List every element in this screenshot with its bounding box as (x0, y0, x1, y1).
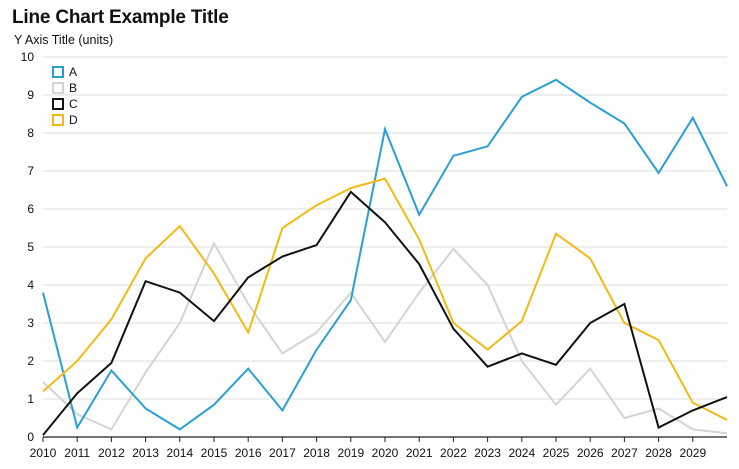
legend-label-c: C (69, 97, 78, 111)
x-tick-label: 2016 (235, 446, 262, 460)
legend-swatch-b (52, 82, 64, 94)
series-line-b (42, 240, 728, 435)
x-tick-label: 2025 (543, 446, 570, 460)
y-tick-labels: 0 1 2 3 4 5 6 7 8 9 10 (21, 50, 35, 444)
gridlines (43, 56, 727, 438)
legend-label-a: A (69, 65, 77, 79)
x-tick-label: 2028 (645, 446, 672, 460)
x-tick-label: 2010 (30, 446, 57, 460)
x-tick-label: 2012 (98, 446, 125, 460)
legend-swatch-d (52, 114, 64, 126)
legend-swatch-c (52, 98, 64, 110)
x-tick-label: 2013 (132, 446, 159, 460)
x-tick-label: 2015 (201, 446, 228, 460)
x-tick-label: 2026 (577, 446, 604, 460)
x-tick-label: 2011 (64, 446, 90, 460)
legend-label-d: D (69, 113, 78, 127)
legend-label-b: B (69, 81, 77, 95)
x-tick-label: 2024 (508, 446, 535, 460)
y-tick-label: 6 (27, 202, 34, 216)
x-tick-label: 2020 (372, 446, 399, 460)
x-tick-labels: 2010 2011 2012 2013 2014 2015 2016 2017 2018 2019… (30, 437, 706, 460)
y-tick-label: 9 (27, 88, 34, 102)
x-tick-label: 2017 (269, 446, 296, 460)
x-tick-label: 2014 (166, 446, 193, 460)
legend-swatch-a (52, 66, 64, 78)
series-line-c (42, 190, 728, 436)
y-tick-label: 4 (27, 278, 34, 292)
x-tick-label: 2027 (611, 446, 638, 460)
x-tick-label: 2019 (337, 446, 364, 460)
x-tick-label: 2022 (440, 446, 467, 460)
y-axis-title: Y Axis Title (units) (14, 33, 114, 47)
y-tick-label: 1 (27, 392, 34, 406)
y-tick-label: 10 (21, 50, 35, 64)
y-tick-label: 0 (27, 430, 34, 444)
x-tick-label: 2021 (406, 446, 433, 460)
x-tick-label: 2018 (303, 446, 330, 460)
y-tick-label: 7 (27, 164, 34, 178)
y-tick-label: 2 (27, 354, 34, 368)
series-line-a (42, 78, 728, 431)
x-tick-label: 2023 (474, 446, 501, 460)
series-lines (42, 78, 728, 436)
series-line-d (42, 177, 728, 421)
y-tick-label: 5 (27, 240, 34, 254)
x-tick-label: 2029 (679, 446, 706, 460)
y-tick-label: 8 (27, 126, 34, 140)
y-tick-label: 3 (27, 316, 34, 330)
chart-title: Line Chart Example Title (12, 7, 229, 28)
